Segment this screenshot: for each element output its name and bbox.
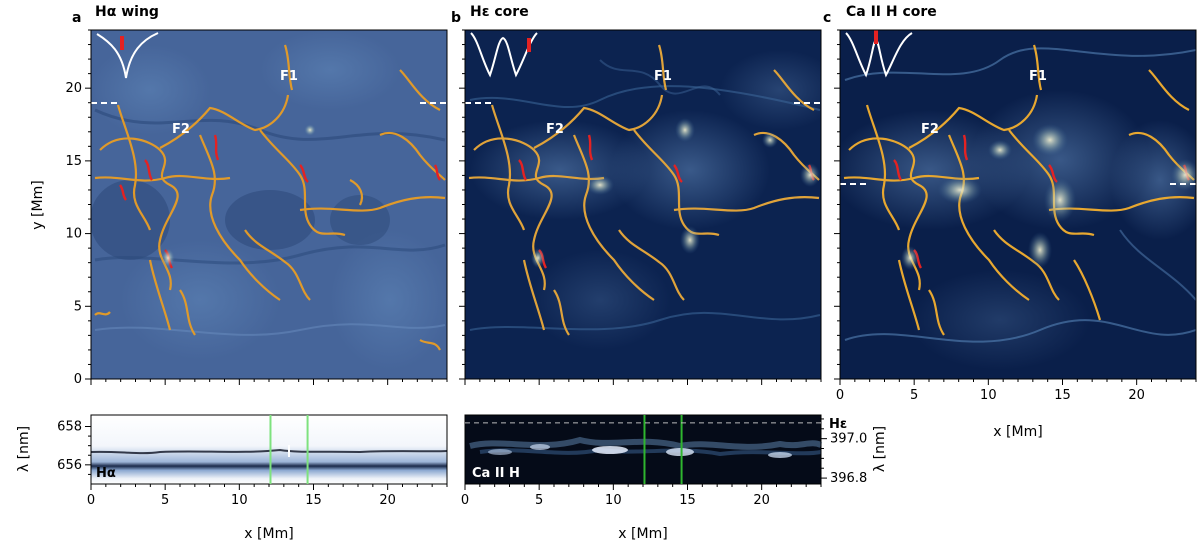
spectrum-halpha-lambda-title: λ [nm] <box>16 426 32 472</box>
spectrum-halpha-image <box>91 415 447 484</box>
panel-a-letter: a <box>72 10 81 26</box>
x-tick-label-2-15: 15 <box>1054 388 1071 403</box>
panel-c-feature-f2: F2 <box>921 122 939 137</box>
x-tick-label-3-20: 20 <box>379 493 396 508</box>
panel-a-image <box>91 30 447 370</box>
panel-b-title: Hε core <box>470 4 529 20</box>
panel-c-letter: c <box>823 10 831 26</box>
panel-b-feature-f1: F1 <box>654 69 672 84</box>
x-tick-label-4-10: 10 <box>605 493 622 508</box>
y-tick-label-0-0: 0 <box>74 372 82 387</box>
panel-a-feature-f2: F2 <box>172 122 190 137</box>
panel-a: F1 F2 a Hα wing y [Mm] <box>30 4 448 380</box>
panel-b: F1 F2 b Hε core <box>451 4 822 380</box>
panel-a-feature-f1: F1 <box>280 69 298 84</box>
x-tick-label-2-10: 10 <box>980 388 997 403</box>
x-tick-label-4-5: 5 <box>535 493 543 508</box>
x-tick-label-2-20: 20 <box>1128 388 1145 403</box>
x-tick-label-3-0: 0 <box>87 493 95 508</box>
panel-b-feature-f2: F2 <box>546 122 564 137</box>
spectrum-caii-hepsilon-label: Hε <box>829 417 847 432</box>
panel-c-image <box>840 44 1196 370</box>
spec-b-ytick-label-397.0: 397.0 <box>830 432 867 447</box>
x-tick-label-4-20: 20 <box>753 493 770 508</box>
panel-b-letter: b <box>451 10 461 26</box>
spec-a-ytick-label-656: 656 <box>57 458 82 473</box>
x-tick-label-2-0: 0 <box>836 388 844 403</box>
axis-ticks: 0 5 10 15 20 0 5 10 15 20 0 5 10 15 20 658 656 0 5 10 15 20 39… <box>57 29 1197 508</box>
y-axis-title: y [Mm] <box>30 180 46 229</box>
x-tick-label-3-15: 15 <box>305 493 322 508</box>
x-tick-label-4-15: 15 <box>679 493 696 508</box>
spectrum-halpha: Hα λ [nm] x [Mm] <box>16 414 448 542</box>
spectrum-halpha-x-title: x [Mm] <box>244 526 293 542</box>
panel-a-title: Hα wing <box>95 4 159 20</box>
spectrum-caii-lambda-title: λ [nm] <box>872 426 888 472</box>
x-tick-label-3-10: 10 <box>231 493 248 508</box>
x-tick-label-2-5: 5 <box>910 388 918 403</box>
panel-c-profile-inset <box>845 30 913 78</box>
panel-b-image <box>468 44 821 350</box>
panel-c-x-axis-title: x [Mm] <box>993 424 1042 440</box>
spec-b-ytick-label-396.8: 396.8 <box>830 471 867 486</box>
spectrum-caii-line-label: Ca II H <box>472 466 520 481</box>
y-tick-label-0-20: 20 <box>65 81 82 96</box>
x-tick-label-3-5: 5 <box>161 493 169 508</box>
panel-b-profile-inset <box>470 32 538 78</box>
panel-a-contours <box>94 44 446 351</box>
panel-c: F1 F2 c Ca II H core x [Mm] <box>823 4 1197 440</box>
x-tick-label-4-0: 0 <box>461 493 469 508</box>
spectrum-caii-x-title: x [Mm] <box>618 526 667 542</box>
spec-a-ytick-label-658: 658 <box>57 420 82 435</box>
y-tick-label-0-10: 10 <box>65 227 82 242</box>
spectrum-caii: Ca II H Hε λ [nm] x [Mm] <box>464 414 888 542</box>
panel-c-feature-f1: F1 <box>1029 69 1047 84</box>
panel-a-profile-inset <box>96 32 159 79</box>
spectrum-halpha-line-label: Hα <box>96 466 116 481</box>
panel-c-title: Ca II H core <box>846 4 937 20</box>
y-tick-label-0-5: 5 <box>74 299 82 314</box>
y-tick-label-0-15: 15 <box>65 154 82 169</box>
